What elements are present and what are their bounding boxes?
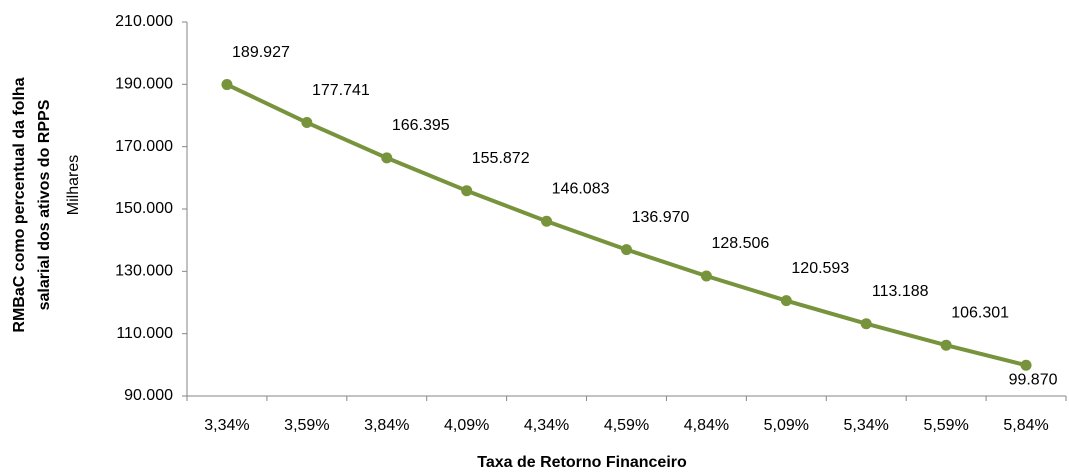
- data-point: [301, 117, 313, 129]
- data-point: [780, 295, 792, 307]
- x-tick-label: 4,59%: [604, 417, 649, 434]
- data-label: 189.927: [232, 44, 290, 61]
- data-point: [621, 244, 632, 256]
- data-label: 106.301: [951, 304, 1009, 321]
- y-tick-label: 170.000: [115, 138, 173, 155]
- y-tick-label: 110.000: [116, 325, 173, 342]
- x-tick-label: 5,09%: [764, 417, 809, 434]
- y-tick-label: 150.000: [115, 200, 173, 217]
- data-label: 120.593: [791, 260, 849, 277]
- data-point: [940, 339, 952, 351]
- x-tick-label: 4,84%: [684, 417, 729, 434]
- y-axis-title: RMBaC como percentual da folha: [11, 77, 28, 332]
- y-tick-label: 190.000: [115, 76, 173, 93]
- data-label: 155.872: [472, 150, 530, 167]
- data-label: 136.970: [632, 209, 690, 226]
- data-point: [461, 185, 473, 197]
- data-label: 99.870: [1009, 371, 1058, 388]
- data-label: 113.188: [872, 283, 929, 300]
- x-tick-label: 3,59%: [284, 417, 329, 434]
- data-point: [221, 79, 233, 91]
- data-label: 166.395: [392, 117, 450, 134]
- data-point: [381, 152, 393, 164]
- x-tick-label: 3,84%: [364, 417, 409, 434]
- data-point: [700, 270, 712, 282]
- x-tick-label: 5,59%: [923, 417, 968, 434]
- data-label: 177.741: [312, 82, 370, 99]
- data-point: [860, 318, 872, 330]
- data-label: 128.506: [711, 235, 769, 252]
- x-tick-label: 5,84%: [1003, 417, 1048, 434]
- y-tick-label: 130.000: [115, 263, 173, 280]
- x-axis-title: Taxa de Retorno Financeiro: [477, 454, 687, 471]
- y-tick-label: 210.000: [115, 13, 173, 30]
- y-tick-label: 90.000: [124, 387, 173, 404]
- data-point: [541, 215, 553, 227]
- x-tick-label: 4,34%: [524, 417, 569, 434]
- display-units-label: Milhares: [65, 155, 82, 215]
- x-tick-label: 5,34%: [844, 417, 889, 434]
- data-line: [226, 82, 1027, 368]
- x-tick-label: 3,34%: [204, 417, 249, 434]
- data-point: [1020, 359, 1032, 371]
- y-axis-title: salarial dos ativos do RPPS: [36, 99, 53, 310]
- data-label: 146.083: [552, 180, 610, 197]
- x-tick-label: 4,09%: [444, 417, 489, 434]
